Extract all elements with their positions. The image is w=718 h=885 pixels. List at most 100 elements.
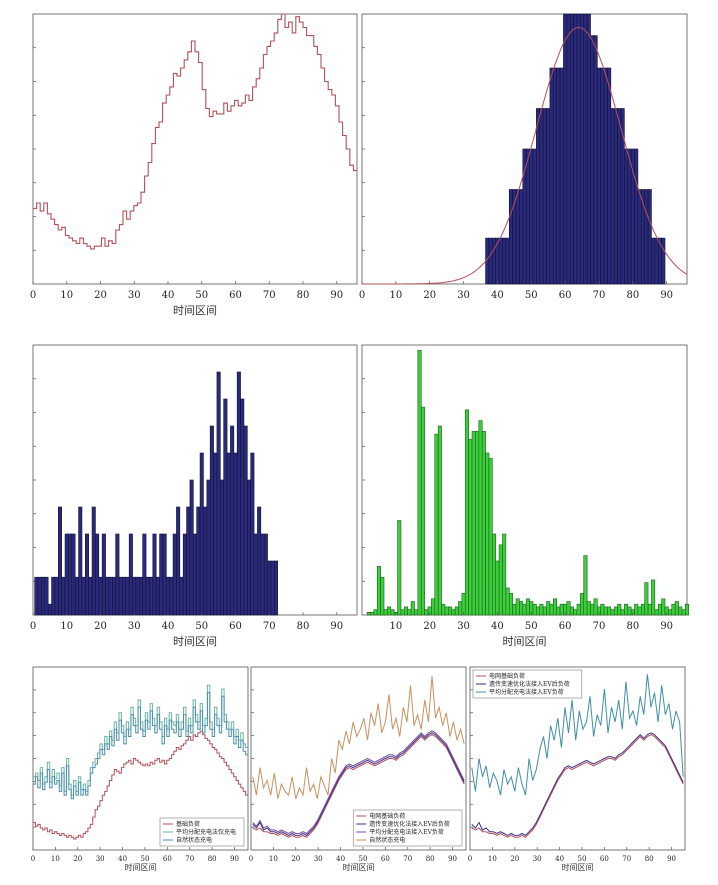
bar xyxy=(267,560,272,616)
bar xyxy=(580,593,585,616)
x-axis-label: 时间区间 xyxy=(503,635,547,648)
bar xyxy=(559,603,564,616)
plot-frame xyxy=(32,13,358,285)
x-tick-label: 90 xyxy=(330,621,343,632)
x-tick-label: 0 xyxy=(30,290,36,301)
series-line-2 xyxy=(252,730,465,835)
x-tick-label: 0 xyxy=(468,855,472,863)
bar xyxy=(216,371,221,616)
bar xyxy=(617,603,622,616)
bar xyxy=(233,452,238,616)
legend-label: 电网基础负荷 xyxy=(489,672,525,680)
bar xyxy=(145,576,150,616)
x-tick-label: 60 xyxy=(163,855,172,863)
x-tick-label: 40 xyxy=(162,621,175,632)
x-tick-label: 0 xyxy=(31,855,35,863)
legend-label: 自然状态充电 xyxy=(369,836,405,844)
x-tick-label: 90 xyxy=(667,855,676,863)
y-ticks xyxy=(251,689,254,828)
bar xyxy=(431,598,436,616)
chart-c1: 0 10 20 30 40 50 60 70 80 90 时间区间 xyxy=(30,13,358,317)
x-tick-label: 10 xyxy=(51,855,60,863)
bar xyxy=(373,609,378,616)
bar xyxy=(186,506,191,616)
bar xyxy=(569,606,574,616)
bar xyxy=(199,452,204,616)
legend-label: 平均分配充电法接入EV负荷 xyxy=(489,688,564,696)
legend-label: 遗传变速优化法接入EV后负荷 xyxy=(489,680,570,688)
bar xyxy=(498,237,503,285)
x-tick-label: 0 xyxy=(359,290,365,301)
bar xyxy=(529,148,534,285)
bar xyxy=(108,576,113,616)
bar xyxy=(583,13,588,285)
bar xyxy=(135,576,140,616)
bar xyxy=(559,67,564,285)
x-tick-label: 60 xyxy=(229,621,242,632)
bar xyxy=(647,603,652,616)
bar xyxy=(634,603,639,616)
bar xyxy=(213,452,218,616)
bar xyxy=(461,593,466,616)
bar xyxy=(481,431,486,616)
bar xyxy=(142,533,147,616)
bar xyxy=(647,189,652,285)
bar xyxy=(64,533,69,616)
bar xyxy=(139,576,143,616)
bar xyxy=(549,67,554,285)
bar xyxy=(37,576,42,616)
x-axis-label: 时间区间 xyxy=(173,635,217,648)
bar xyxy=(525,598,530,616)
x-tick-label: 90 xyxy=(660,621,673,632)
x-tick-label: 90 xyxy=(330,290,343,301)
bar xyxy=(549,603,554,616)
bar xyxy=(250,452,255,616)
x-tick-label: 60 xyxy=(229,290,242,301)
bar xyxy=(223,398,228,616)
bar xyxy=(41,576,46,616)
bar xyxy=(206,479,211,616)
bar xyxy=(586,601,591,616)
bar xyxy=(101,533,106,616)
bar xyxy=(475,431,480,616)
bar xyxy=(617,108,622,285)
bar xyxy=(596,67,601,285)
bar xyxy=(542,108,547,285)
bar xyxy=(118,576,123,616)
x-tick-label: 30 xyxy=(96,855,105,863)
bar xyxy=(637,606,642,616)
bar xyxy=(236,371,241,616)
bar xyxy=(162,533,167,616)
bar xyxy=(603,67,608,285)
bar xyxy=(525,148,530,285)
bar xyxy=(112,576,116,616)
series-line-0 xyxy=(33,13,357,250)
bar xyxy=(546,601,551,616)
bars xyxy=(366,350,689,616)
x-tick-label: 50 xyxy=(525,621,538,632)
x-tick-label: 90 xyxy=(660,290,673,301)
bar xyxy=(414,609,419,616)
bar xyxy=(580,13,585,285)
bar xyxy=(61,576,66,616)
x-axis: 0 10 20 30 40 50 60 70 80 90 xyxy=(31,847,239,863)
bar xyxy=(600,603,605,616)
bar xyxy=(376,566,381,616)
bar xyxy=(203,506,208,616)
bar xyxy=(98,576,103,616)
bar xyxy=(651,237,656,285)
bar xyxy=(613,108,618,285)
legend-box xyxy=(472,669,583,699)
bar xyxy=(247,479,251,616)
legend-label: 基础负荷 xyxy=(176,820,200,828)
bar xyxy=(488,458,493,616)
bar xyxy=(640,603,645,616)
bar xyxy=(634,148,639,285)
bar xyxy=(159,533,164,616)
x-tick-label: 70 xyxy=(403,855,412,863)
bar xyxy=(454,606,459,616)
x-tick-label: 70 xyxy=(263,621,276,632)
bars xyxy=(485,13,666,285)
bar xyxy=(226,452,231,616)
